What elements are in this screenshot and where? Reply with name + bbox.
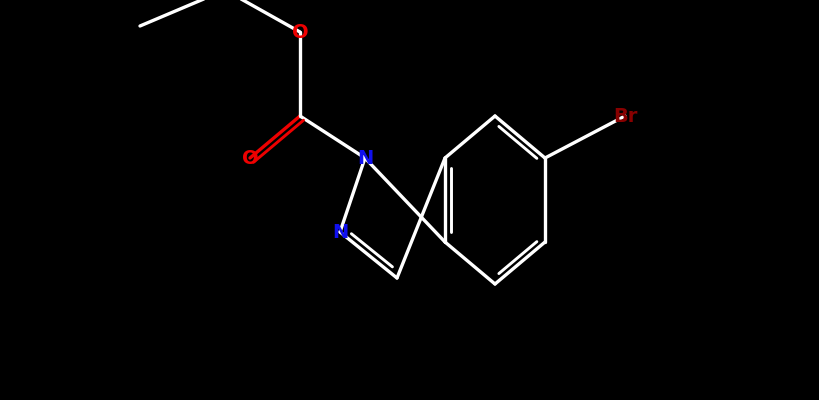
Text: O: O [292,22,308,42]
Text: N: N [332,222,348,242]
Text: O: O [242,148,258,168]
Text: N: N [357,148,373,168]
Text: Br: Br [613,106,637,126]
